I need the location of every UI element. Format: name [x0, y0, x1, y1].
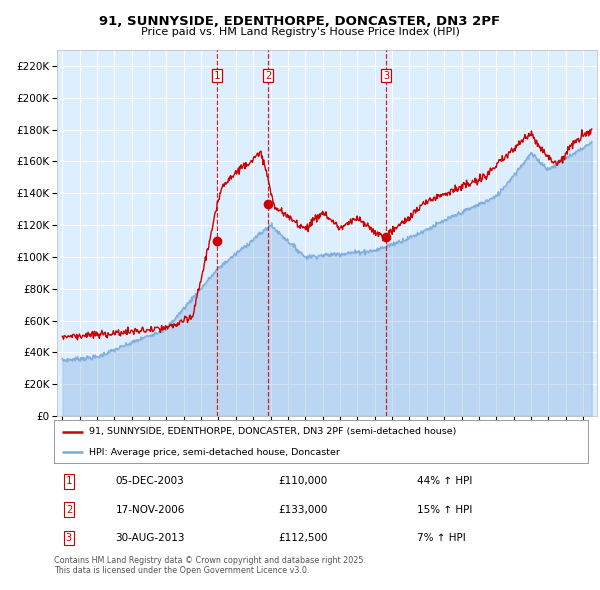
Text: 7% ↑ HPI: 7% ↑ HPI	[417, 533, 466, 543]
Text: £112,500: £112,500	[278, 533, 328, 543]
Text: Price paid vs. HM Land Registry's House Price Index (HPI): Price paid vs. HM Land Registry's House …	[140, 27, 460, 37]
Text: This data is licensed under the Open Government Licence v3.0.: This data is licensed under the Open Gov…	[54, 566, 310, 575]
Text: 44% ↑ HPI: 44% ↑ HPI	[417, 477, 472, 487]
Text: Contains HM Land Registry data © Crown copyright and database right 2025.: Contains HM Land Registry data © Crown c…	[54, 556, 366, 565]
Text: 15% ↑ HPI: 15% ↑ HPI	[417, 504, 472, 514]
Text: £110,000: £110,000	[278, 477, 328, 487]
Text: 3: 3	[66, 533, 72, 543]
Text: 2: 2	[265, 71, 272, 81]
Text: £133,000: £133,000	[278, 504, 328, 514]
Text: 2: 2	[66, 504, 72, 514]
Text: 17-NOV-2006: 17-NOV-2006	[115, 504, 185, 514]
Text: 3: 3	[383, 71, 389, 81]
Text: 30-AUG-2013: 30-AUG-2013	[115, 533, 185, 543]
Text: 1: 1	[66, 477, 72, 487]
Text: 05-DEC-2003: 05-DEC-2003	[115, 477, 184, 487]
Text: 1: 1	[214, 71, 220, 81]
Text: 91, SUNNYSIDE, EDENTHORPE, DONCASTER, DN3 2PF (semi-detached house): 91, SUNNYSIDE, EDENTHORPE, DONCASTER, DN…	[89, 427, 456, 436]
Text: HPI: Average price, semi-detached house, Doncaster: HPI: Average price, semi-detached house,…	[89, 448, 340, 457]
Text: 91, SUNNYSIDE, EDENTHORPE, DONCASTER, DN3 2PF: 91, SUNNYSIDE, EDENTHORPE, DONCASTER, DN…	[100, 15, 500, 28]
